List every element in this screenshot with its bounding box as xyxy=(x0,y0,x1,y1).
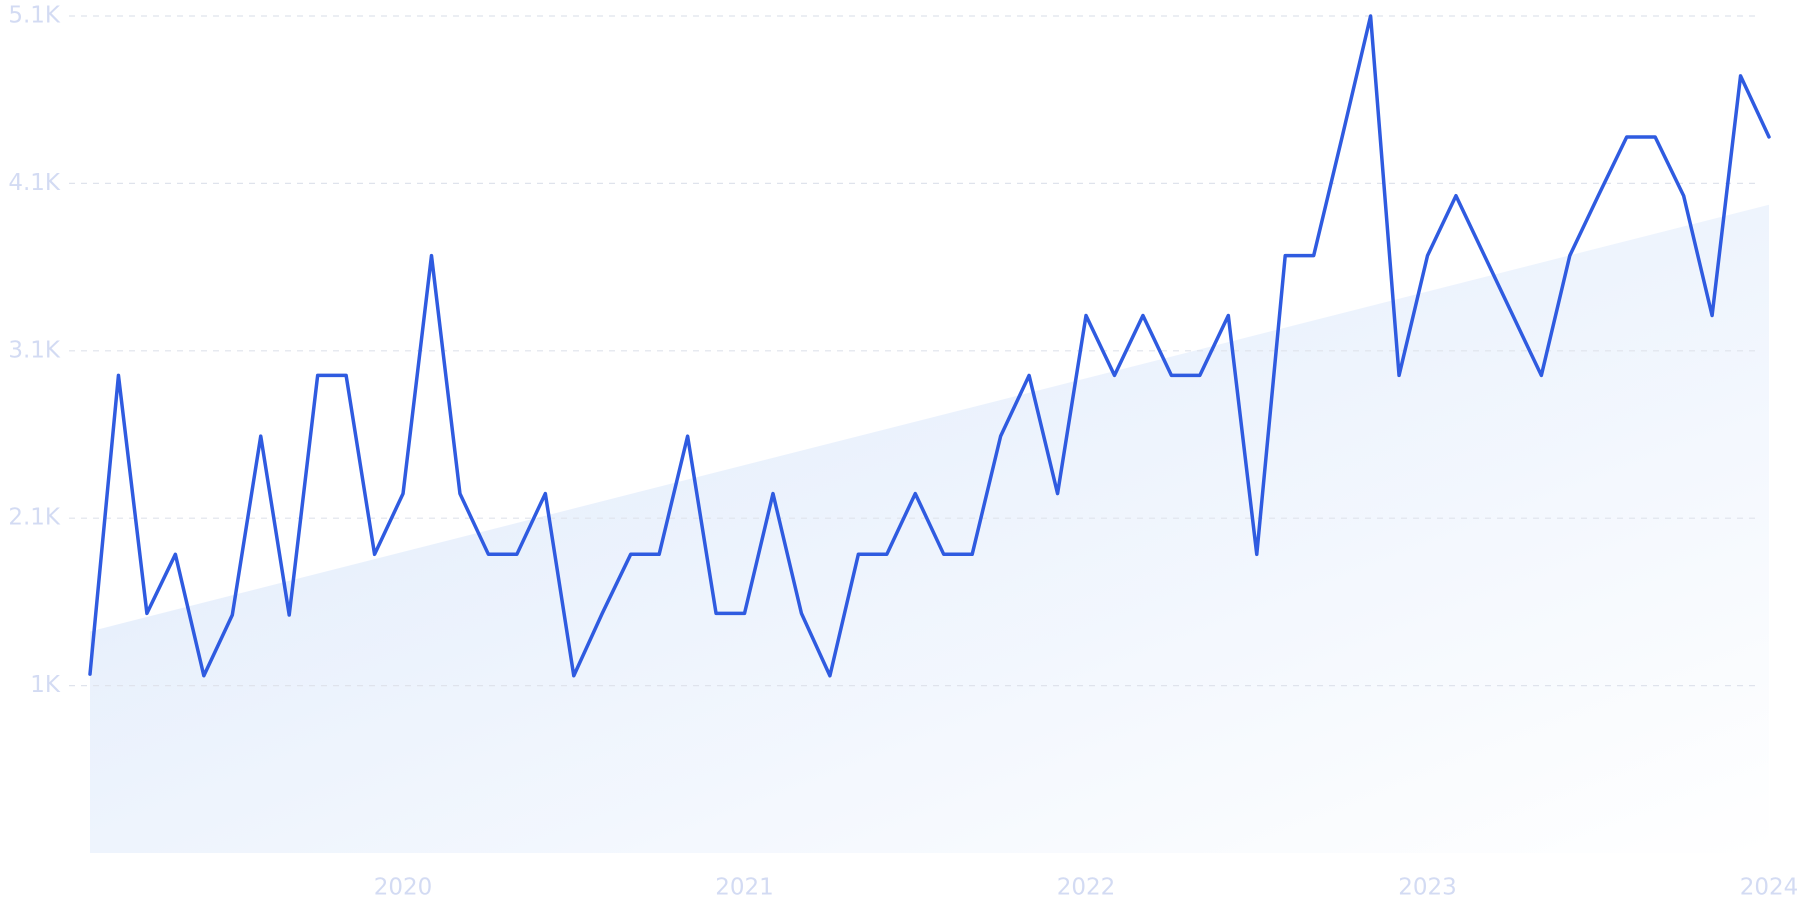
x-tick-label: 2023 xyxy=(1398,875,1457,901)
y-tick-label: 2.1K xyxy=(8,505,61,531)
y-tick-label: 4.1K xyxy=(8,170,61,196)
x-tick-label: 2024 xyxy=(1740,875,1799,901)
y-tick-label: 3.1K xyxy=(8,337,61,363)
trend-area xyxy=(90,204,1769,853)
x-tick-label: 2021 xyxy=(715,875,774,901)
y-tick-label: 5.1K xyxy=(8,3,61,29)
y-tick-label: 1K xyxy=(30,672,61,698)
x-tick-label: 2020 xyxy=(374,875,433,901)
x-tick-label: 2022 xyxy=(1057,875,1116,901)
line-series xyxy=(88,14,1771,678)
